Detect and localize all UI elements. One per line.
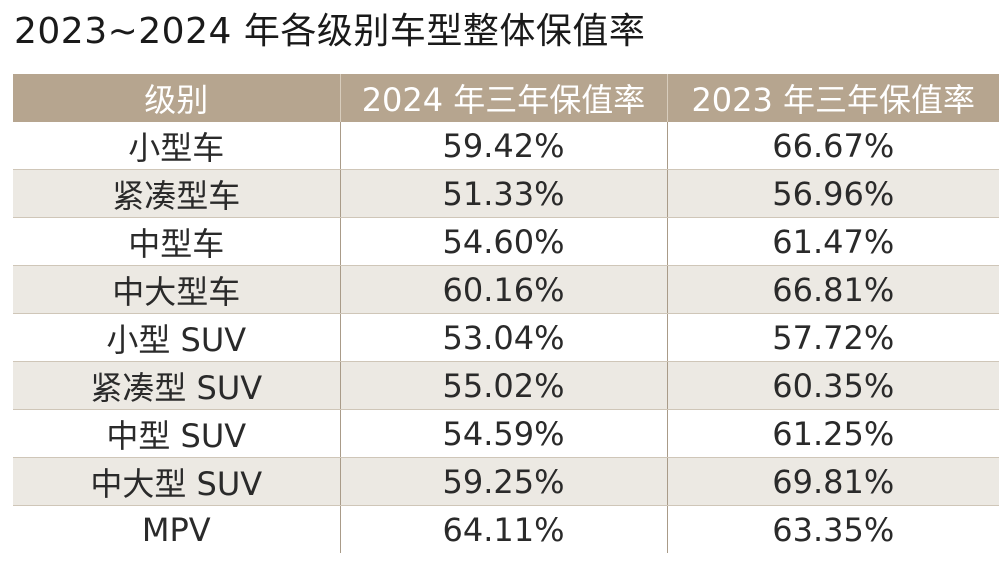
level-cell: 中大型车 — [13, 265, 341, 314]
table-row: 小型车 59.42% 66.67% — [13, 122, 999, 170]
rate-2023-cell: 60.35% — [666, 361, 999, 410]
level-cell: 中型车 — [13, 217, 341, 266]
rate-2023-cell: 56.96% — [666, 169, 999, 218]
level-cell: 紧凑型 SUV — [13, 361, 341, 410]
rate-2024-cell: 59.42% — [339, 122, 668, 170]
rate-2024-cell: 60.16% — [339, 265, 668, 314]
level-cell: 小型 SUV — [13, 313, 341, 362]
table-row: 小型 SUV 53.04% 57.72% — [13, 313, 999, 362]
level-cell: 中型 SUV — [13, 409, 341, 458]
rate-2024-cell: 54.60% — [339, 217, 668, 266]
table-row: 中型 SUV 54.59% 61.25% — [13, 409, 999, 458]
rate-2023-cell: 61.25% — [666, 409, 999, 458]
rate-2023-cell: 69.81% — [666, 457, 999, 506]
table-row: 中大型 SUV 59.25% 69.81% — [13, 457, 999, 506]
column-header-2024-rate: 2024 年三年保值率 — [339, 74, 668, 122]
level-cell: 中大型 SUV — [13, 457, 341, 506]
table-row: 紧凑型 SUV 55.02% 60.35% — [13, 361, 999, 410]
column-header-2023-rate: 2023 年三年保值率 — [666, 74, 999, 122]
rate-2023-cell: 61.47% — [666, 217, 999, 266]
rate-2024-cell: 64.11% — [339, 505, 668, 553]
level-cell: MPV — [13, 505, 341, 553]
table-row: 中大型车 60.16% 66.81% — [13, 265, 999, 314]
table-row: 中型车 54.60% 61.47% — [13, 217, 999, 266]
rate-2023-cell: 66.81% — [666, 265, 999, 314]
rate-2024-cell: 53.04% — [339, 313, 668, 362]
rate-2024-cell: 55.02% — [339, 361, 668, 410]
table-row: MPV 64.11% 63.35% — [13, 505, 999, 553]
level-cell: 紧凑型车 — [13, 169, 341, 218]
table-row: 紧凑型车 51.33% 56.96% — [13, 169, 999, 218]
rate-2023-cell: 63.35% — [666, 505, 999, 553]
retention-rate-table: 级别 2024 年三年保值率 2023 年三年保值率 小型车 59.42% 66… — [13, 74, 999, 553]
rate-2024-cell: 51.33% — [339, 169, 668, 218]
column-header-level: 级别 — [13, 74, 341, 122]
rate-2024-cell: 54.59% — [339, 409, 668, 458]
rate-2023-cell: 66.67% — [666, 122, 999, 170]
level-cell: 小型车 — [13, 122, 341, 170]
page-title: 2023~2024 年各级别车型整体保值率 — [14, 11, 646, 52]
rate-2023-cell: 57.72% — [666, 313, 999, 362]
table-header-row: 级别 2024 年三年保值率 2023 年三年保值率 — [13, 74, 999, 122]
rate-2024-cell: 59.25% — [339, 457, 668, 506]
